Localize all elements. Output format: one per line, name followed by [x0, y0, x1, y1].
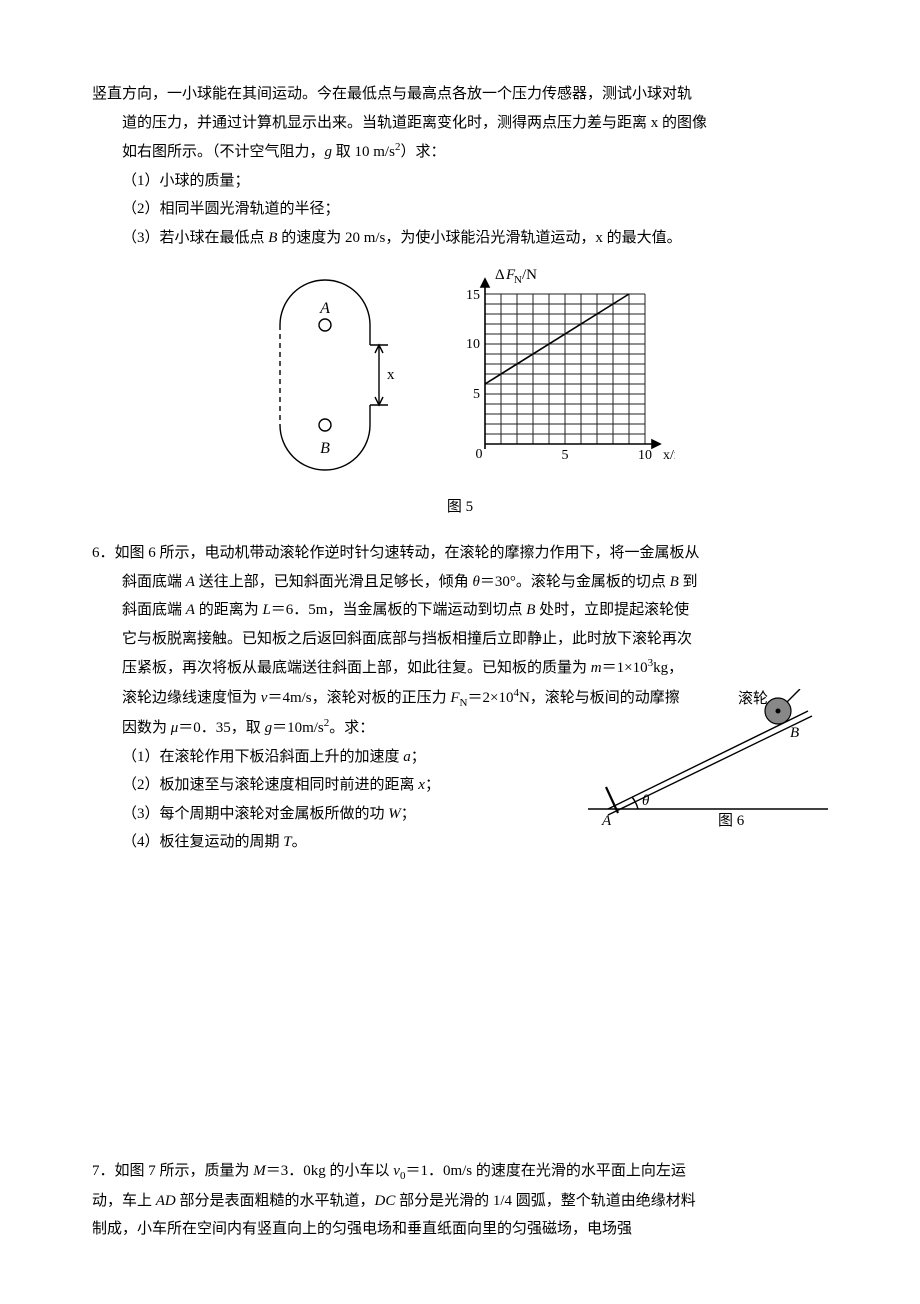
svg-text:/N: /N [522, 267, 537, 283]
svg-text:15: 15 [466, 288, 480, 303]
label-theta: θ [642, 793, 650, 809]
q5-loop-diagram: A B x [245, 275, 405, 485]
label-x: x [387, 367, 395, 383]
svg-text:5: 5 [562, 448, 569, 463]
q5-block: 竖直方向，一小球能在其间运动。今在最低点与最高点各放一个压力传感器，测试小球对轨… [92, 80, 828, 521]
svg-text:x/m: x/m [663, 448, 675, 463]
q7-l1: 7．如图 7 所示，质量为 M＝3．0kg 的小车以 v0＝1．0m/s 的速度… [92, 1157, 828, 1187]
q7-l2: 动，车上 AD 部分是表面粗糙的水平轨道，DC 部分是光滑的 1/4 圆弧，整个… [92, 1187, 828, 1216]
q6-block: 6．如图 6 所示，电动机带动滚轮作逆时针匀速转动，在滚轮的摩擦力作用下，将一金… [92, 539, 828, 857]
label-B: B [790, 725, 799, 741]
q6-l2: 斜面底端 A 送往上部，已知斜面光滑且足够长，倾角 θ＝30°。滚轮与金属板的切… [92, 568, 828, 597]
svg-text:0: 0 [476, 447, 483, 462]
q6-caption: 图 6 [718, 812, 745, 829]
q6-diagram: 滚轮 B A θ 图 6 [578, 689, 838, 829]
q5-sub1: （1）小球的质量； [92, 167, 828, 196]
q6-l1: 6．如图 6 所示，电动机带动滚轮作逆时针匀速转动，在滚轮的摩擦力作用下，将一金… [92, 539, 828, 568]
svg-text:5: 5 [473, 387, 480, 402]
q5-chart-wrap: Δ F N /N [435, 264, 675, 485]
label-roller: 滚轮 [738, 690, 768, 707]
svg-text:10: 10 [638, 448, 652, 463]
label-B: B [320, 440, 330, 457]
label-A: A [601, 813, 612, 829]
svg-text:Δ: Δ [495, 267, 505, 283]
q5-line2: 道的压力，并通过计算机显示出来。当轨道距离变化时，测得两点压力差与距离 x 的图… [92, 109, 828, 138]
q5-line3: 如右图所示。（不计空气阻力，g 取 10 m/s2）求： [92, 137, 828, 167]
svg-text:N: N [514, 274, 522, 286]
q5-chart: Δ F N /N [435, 264, 675, 474]
q6-l5: 压紧板，再次将板从最底端送往斜面上部，如此往复。已知板的质量为 m＝1×103k… [92, 653, 828, 683]
page: 竖直方向，一小球能在其间运动。今在最低点与最高点各放一个压力传感器，测试小球对轨… [0, 0, 920, 1304]
svg-text:10: 10 [466, 337, 480, 352]
q5-sub2: （2）相同半圆光滑轨道的半径； [92, 195, 828, 224]
label-A: A [319, 300, 330, 317]
q5-sub3: （3）若小球在最低点 B 的速度为 20 m/s，为使小球能沿光滑轨道运动，x … [92, 224, 828, 253]
q5-caption: 图 5 [92, 493, 828, 522]
q7-l3: 制成，小车所在空间内有竖直向上的匀强电场和垂直纸面向里的匀强磁场，电场强 [92, 1215, 828, 1244]
q5-line1: 竖直方向，一小球能在其间运动。今在最低点与最高点各放一个压力传感器，测试小球对轨 [92, 80, 828, 109]
q5-figures: A B x Δ F N /N [92, 264, 828, 485]
q6-diagram-wrap: 滚轮 B A θ 图 6 [578, 689, 838, 840]
q6-l4: 它与板脱离接触。已知板之后返回斜面底部与挡板相撞后立即静止，此时放下滚轮再次 [92, 625, 828, 654]
q7-block: 7．如图 7 所示，质量为 M＝3．0kg 的小车以 v0＝1．0m/s 的速度… [92, 1157, 828, 1244]
q6-l3: 斜面底端 A 的距离为 L＝6．5m，当金属板的下端运动到切点 B 处时，立即提… [92, 596, 828, 625]
